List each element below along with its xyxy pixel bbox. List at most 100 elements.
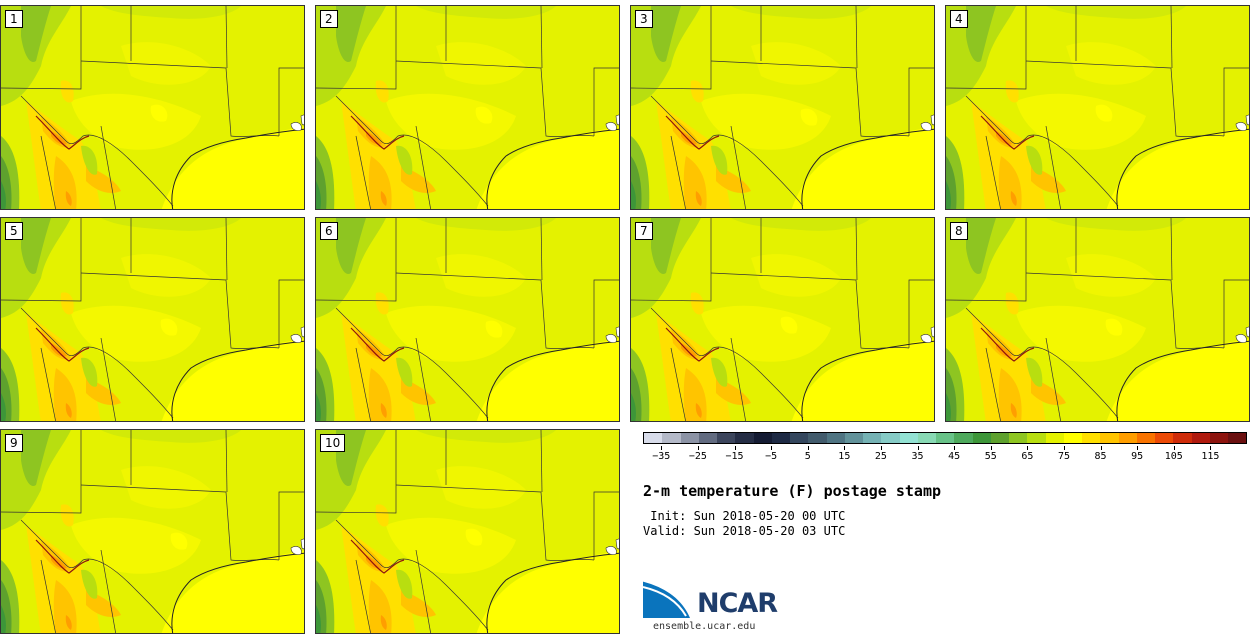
valid-time: Valid: Sun 2018-05-20 03 UTC [643,524,846,538]
panel-8: 8 [945,217,1250,422]
panel-label: 4 [950,10,968,28]
colorbar-tick-label: −35 [652,451,671,462]
panel-label: 1 [5,10,23,28]
colorbar-tick-label: 85 [1094,451,1107,462]
colorbar-swatch [990,433,1009,443]
colorbar-tick-mark [697,446,699,450]
panel-6: 6 [315,217,620,422]
panel-label: 8 [950,222,968,240]
colorbar-swatch [1173,433,1192,443]
colorbar-swatch [1155,433,1174,443]
colorbar-tick-mark [1027,446,1029,450]
colorbar-swatch [680,433,699,443]
colorbar-tick-label: −25 [688,451,707,462]
colorbar-swatch [1009,433,1028,443]
panel-label: 10 [320,434,346,452]
temperature-map [1,6,304,209]
colorbar-swatch [881,433,900,443]
colorbar-swatch [1027,433,1046,443]
colorbar-swatch [808,433,827,443]
website: ensemble.ucar.edu [653,621,756,632]
colorbar-swatch [698,433,717,443]
panel-2: 2 [315,5,620,210]
colorbar-swatch [1228,433,1247,443]
colorbar-ticks: −35 −25 −15 −5 5 15 25 35 45 55 65 75 85 95 105 115 [643,446,1247,466]
colorbar-tick-mark [1173,446,1175,450]
temperature-map [316,6,619,209]
colorbar-swatch [917,433,936,443]
colorbar-swatch [936,433,955,443]
colorbar-swatch [826,433,845,443]
colorbar-tick-mark [661,446,663,450]
colorbar-tick-label: 105 [1164,451,1183,462]
panel-label: 2 [320,10,338,28]
colorbar-tick-label: −5 [765,451,778,462]
colorbar-swatch [863,433,882,443]
temperature-map [631,218,934,421]
colorbar-swatch [1063,433,1082,443]
colorbar [643,432,1247,444]
panel-label: 5 [5,222,23,240]
temperature-map [946,218,1249,421]
colorbar-tick-mark [1100,446,1102,450]
colorbar-tick-label: 35 [911,451,924,462]
logo-text: NCAR [697,588,778,619]
colorbar-tick-label: 5 [804,451,811,462]
colorbar-tick-label: 15 [838,451,851,462]
colorbar-tick-label: 75 [1057,451,1070,462]
colorbar-swatch [1100,433,1119,443]
colorbar-tick-mark [990,446,992,450]
colorbar-swatch [771,433,790,443]
colorbar-tick-mark [807,446,809,450]
colorbar-tick-mark [771,446,773,450]
temperature-map [631,6,934,209]
colorbar-tick-mark [954,446,956,450]
colorbar-swatch [735,433,754,443]
colorbar-tick-label: 65 [1021,451,1034,462]
colorbar-tick-mark [917,446,919,450]
panel-7: 7 [630,217,935,422]
colorbar-tick-label: 55 [984,451,997,462]
colorbar-swatch [753,433,772,443]
colorbar-tick-mark [880,446,882,450]
colorbar-tick-mark [1210,446,1212,450]
colorbar-tick-mark [1137,446,1139,450]
panel-5: 5 [0,217,305,422]
colorbar-swatch [1191,433,1210,443]
colorbar-tick-label: 115 [1201,451,1220,462]
colorbar-tick-mark [1063,446,1065,450]
colorbar-swatch [844,433,863,443]
temperature-map [946,6,1249,209]
colorbar-tick-label: 95 [1131,451,1144,462]
colorbar-swatch [954,433,973,443]
colorbar-swatch [1118,433,1137,443]
panel-10: 10 [315,429,620,634]
colorbar-tick-label: 25 [874,451,887,462]
colorbar-swatch [1136,433,1155,443]
colorbar-swatch [790,433,809,443]
panel-label: 7 [635,222,653,240]
colorbar-swatch [717,433,736,443]
colorbar-tick-label: 45 [948,451,961,462]
panel-label: 6 [320,222,338,240]
colorbar-tick-mark [844,446,846,450]
temperature-map [1,430,304,633]
colorbar-tick-mark [734,446,736,450]
ncar-logo-icon [642,578,694,618]
colorbar-swatch [644,433,663,443]
panel-9: 9 [0,429,305,634]
panel-4: 4 [945,5,1250,210]
chart-title: 2-m temperature (F) postage stamp [643,482,942,500]
panel-1: 1 [0,5,305,210]
colorbar-swatch [1209,433,1228,443]
temperature-map [316,430,619,633]
init-time: Init: Sun 2018-05-20 00 UTC [643,509,846,523]
colorbar-swatch [972,433,991,443]
temperature-map [1,218,304,421]
panel-label: 3 [635,10,653,28]
temperature-map [316,218,619,421]
panel-label: 9 [5,434,23,452]
colorbar-swatch [1082,433,1101,443]
colorbar-swatch [662,433,681,443]
colorbar-swatch [1045,433,1064,443]
